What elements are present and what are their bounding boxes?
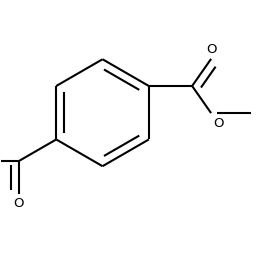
- Text: O: O: [213, 117, 224, 130]
- Text: O: O: [14, 197, 24, 210]
- Text: O: O: [206, 43, 216, 56]
